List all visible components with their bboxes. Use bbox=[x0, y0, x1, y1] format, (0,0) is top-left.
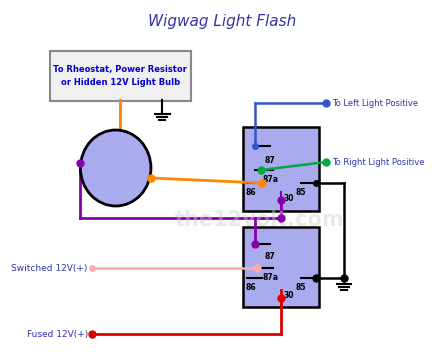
Text: L: L bbox=[120, 173, 127, 183]
Text: 87: 87 bbox=[264, 156, 275, 165]
Text: 30: 30 bbox=[284, 292, 294, 301]
Text: Wigwag Light Flash: Wigwag Light Flash bbox=[148, 14, 297, 29]
Text: X: X bbox=[99, 155, 107, 165]
FancyBboxPatch shape bbox=[243, 127, 319, 211]
Text: the12volt.com: the12volt.com bbox=[175, 210, 345, 230]
FancyBboxPatch shape bbox=[243, 227, 319, 307]
Circle shape bbox=[81, 130, 151, 206]
Text: 30: 30 bbox=[284, 194, 294, 202]
Text: To Left Light Positive: To Left Light Positive bbox=[332, 99, 418, 108]
Text: 85: 85 bbox=[296, 283, 306, 292]
Text: Fused 12V(+): Fused 12V(+) bbox=[26, 329, 88, 338]
Text: 87: 87 bbox=[264, 252, 275, 261]
Text: 85: 85 bbox=[296, 188, 306, 197]
Text: 87a: 87a bbox=[262, 273, 279, 282]
Text: 86: 86 bbox=[246, 283, 256, 292]
Text: 86: 86 bbox=[246, 188, 256, 197]
Text: To Right Light Positive: To Right Light Positive bbox=[332, 158, 425, 166]
Text: Switched 12V(+): Switched 12V(+) bbox=[11, 264, 88, 273]
FancyBboxPatch shape bbox=[50, 51, 191, 101]
Text: To Rheostat, Power Resistor
or Hidden 12V Light Bulb: To Rheostat, Power Resistor or Hidden 12… bbox=[53, 65, 187, 87]
Text: 87a: 87a bbox=[262, 175, 279, 184]
